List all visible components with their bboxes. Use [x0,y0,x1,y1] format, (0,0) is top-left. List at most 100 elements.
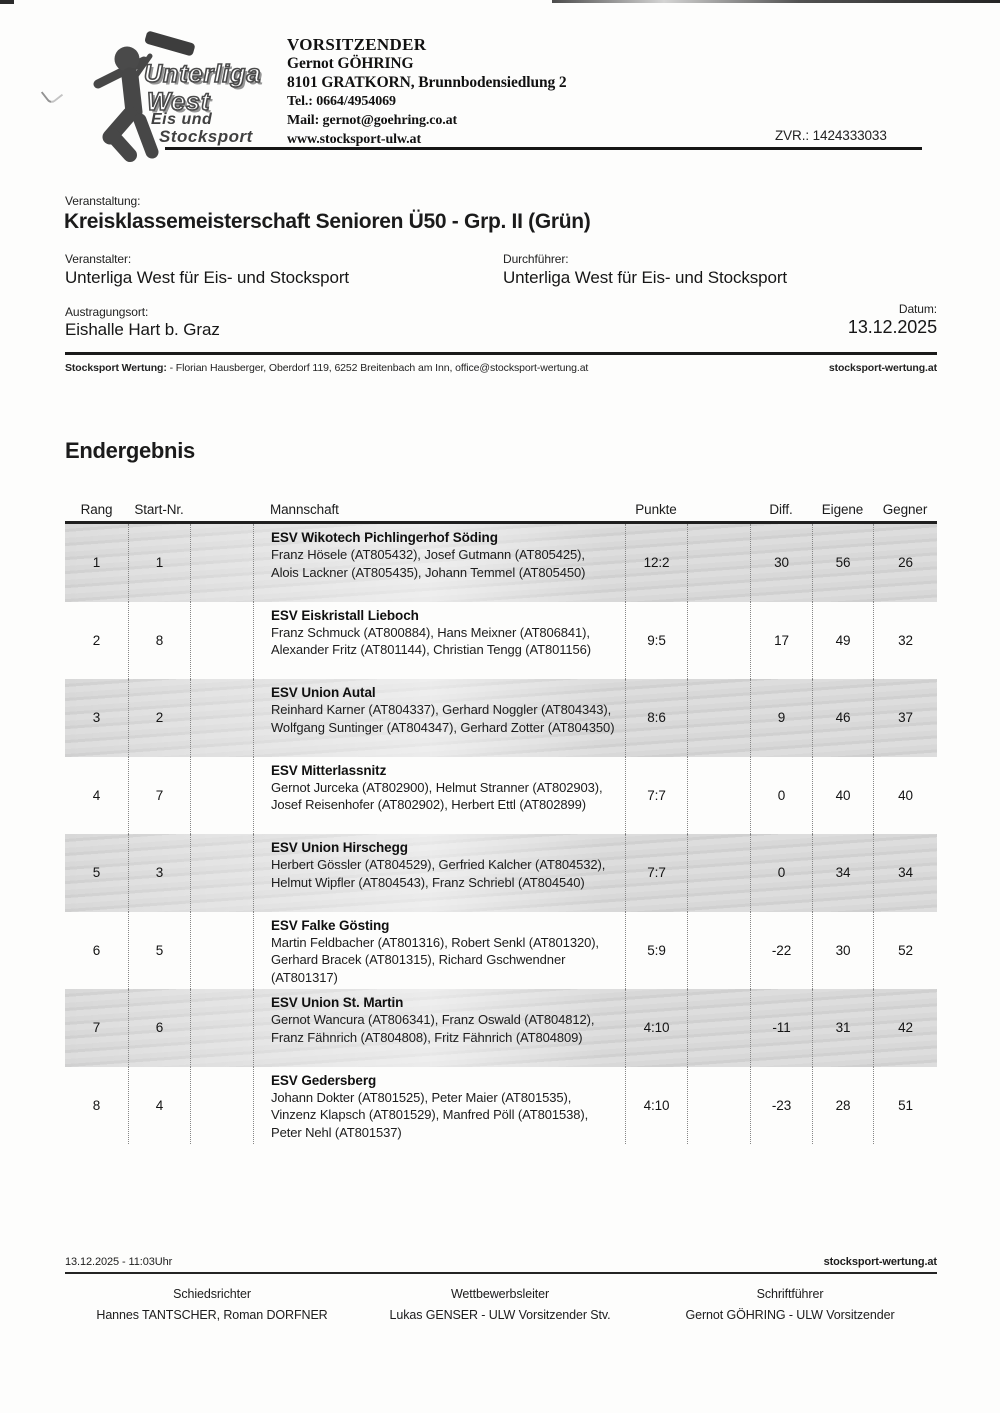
team-cell: ESV Falke Gösting Martin Feldbacher (AT8… [253,911,625,989]
diff-cell: 0 [750,756,812,834]
eigene-cell: 46 [812,679,873,757]
rank-cell: 2 [92,632,101,648]
col-header-spacer [190,494,253,521]
results-table: 1 1 ESV Wikotech Pichlingerhof Söding Fr… [65,524,937,1144]
club-logo: Unterliga West Eis und Stocksport [88,28,298,173]
team-name: ESV Union Autal [271,685,376,700]
team-players: Johann Dokter (AT801525), Peter Maier (A… [271,1089,589,1140]
startnr-cell: 4 [128,1066,190,1144]
official-schriftfuehrer: Schriftführer Gernot GÖHRING - ULW Vorsi… [640,1287,940,1322]
spacer-cell [190,834,253,912]
logo-text-west: West [146,87,211,117]
rank-cell: 6 [92,942,101,958]
col-header-mannschaft: Mannschaft [270,502,339,517]
col-header-eigene: Eigene [821,502,864,517]
datum-value: 13.12.2025 [847,317,937,337]
official-role: Schriftführer [756,1287,824,1301]
gegner-cell: 26 [873,524,937,602]
startnr-cell: 1 [128,524,190,602]
official-role: Schiedsrichter [173,1287,251,1301]
zvr-number: ZVR.: 1424333033 [775,128,887,143]
col-header-gegner: Gegner [882,502,928,517]
contact-title: VORSITZENDER [287,35,427,54]
team-players: Gernot Jurceka (AT802900), Helmut Strann… [271,779,603,813]
datum-label: Datum: [898,302,937,316]
gegner-cell: 32 [873,601,937,679]
wertung-credit-line: Stocksport Wertung: - Florian Hausberger… [65,362,588,374]
chairman-contact-block: VORSITZENDER Gernot GÖHRING 8101 GRATKOR… [287,35,567,149]
team-cell: ESV Wikotech Pichlingerhof Söding Franz … [253,524,625,602]
scan-artifact-fold [40,82,64,106]
contact-website: www.stocksport-ulw.at [287,132,422,147]
diff-cell: -23 [750,1066,812,1144]
stocksport-player-icon [93,31,195,162]
table-row: 7 6 ESV Union St. Martin Gernot Wancura … [65,989,937,1067]
results-table-header: Rang Start-Nr. Mannschaft Punkte Diff. E… [65,494,937,521]
header-divider [165,147,922,150]
team-players: Herbert Gössler (AT804529), Gerfried Kal… [271,857,606,890]
spacer-cell [687,834,750,912]
diff-cell: 0 [750,834,812,912]
veranstaltung-label: Veranstaltung: [65,194,141,208]
startnr-cell: 8 [128,601,190,679]
rank-cell: 1 [92,555,101,571]
table-row: 8 4 ESV Gedersberg Johann Dokter (AT8015… [65,1066,937,1144]
punkte-cell: 12:2 [625,524,687,602]
table-row: 5 3 ESV Union Hirschegg Herbert Gössler … [65,834,937,912]
spacer-cell [190,989,253,1067]
diff-cell: 9 [750,679,812,757]
team-name: ESV Eiskristall Lieboch [271,607,419,623]
table-header-rule [65,521,937,524]
eigene-cell: 40 [812,756,873,834]
austragungsort-label: Austragungsort: [65,305,149,319]
team-name: ESV Wikotech Pichlingerhof Söding [271,530,498,545]
startnr-cell: 2 [128,679,190,757]
table-row: 6 5 ESV Falke Gösting Martin Feldbacher … [65,911,937,989]
veranstalter-label: Veranstalter: [65,252,132,266]
team-name: ESV Gedersberg [271,1072,377,1088]
logo-text-eis-und: Eis und [151,111,213,128]
diff-cell: -11 [750,989,812,1067]
eigene-cell: 28 [812,1066,873,1144]
spacer-cell [190,756,253,834]
eigene-cell: 31 [812,989,873,1067]
spacer-cell [190,679,253,757]
contact-phone: Tel.: 0664/4954069 [287,94,396,109]
eigene-cell: 56 [812,524,873,602]
print-timestamp: 13.12.2025 - 11:03Uhr [65,1256,173,1268]
rank-cell: 3 [92,710,101,726]
gegner-cell: 34 [873,834,937,912]
startnr-cell: 5 [128,911,190,989]
team-name: ESV Union Hirschegg [271,840,408,855]
spacer-cell [687,911,750,989]
durchfuehrer-label: Durchführer: [503,252,569,266]
punkte-cell: 9:5 [625,601,687,679]
table-row: 3 2 ESV Union Autal Reinhard Karner (AT8… [65,679,937,757]
veranstalter-value: Unterliga West für Eis- und Stocksport [65,268,350,287]
punkte-cell: 7:7 [625,834,687,912]
official-names: Lukas GENSER - ULW Vorsitzender Stv. [389,1308,611,1322]
spacer-cell [687,601,750,679]
official-names: Gernot GÖHRING - ULW Vorsitzender [685,1308,895,1322]
team-cell: ESV Eiskristall Lieboch Franz Schmuck (A… [253,601,625,679]
rank-cell: 4 [92,787,101,803]
table-row: 4 7 ESV Mitterlassnitz Gernot Jurceka (A… [65,756,937,834]
footer-site: stocksport-wertung.at [823,1256,938,1268]
col-header-spacer [687,494,750,521]
meta-divider [65,352,937,355]
punkte-cell: 5:9 [625,911,687,989]
col-header-startnr: Start-Nr. [134,502,184,517]
team-name: ESV Mitterlassnitz [271,762,387,778]
wertung-credit-label: Stocksport Wertung: [65,362,167,374]
punkte-cell: 7:7 [625,756,687,834]
team-cell: ESV Mitterlassnitz Gernot Jurceka (AT802… [253,756,625,834]
team-cell: ESV Union Autal Reinhard Karner (AT80433… [253,679,625,757]
table-row: 1 1 ESV Wikotech Pichlingerhof Söding Fr… [65,524,937,602]
col-header-punkte: Punkte [635,502,677,517]
logo-text-stocksport: Stocksport [159,127,253,146]
official-wettbewerbsleiter: Wettbewerbsleiter Lukas GENSER - ULW Vor… [350,1287,650,1322]
eigene-cell: 30 [812,911,873,989]
durchfuehrer-value: Unterliga West für Eis- und Stocksport [503,268,788,287]
official-names: Hannes TANTSCHER, Roman DORFNER [96,1308,328,1322]
